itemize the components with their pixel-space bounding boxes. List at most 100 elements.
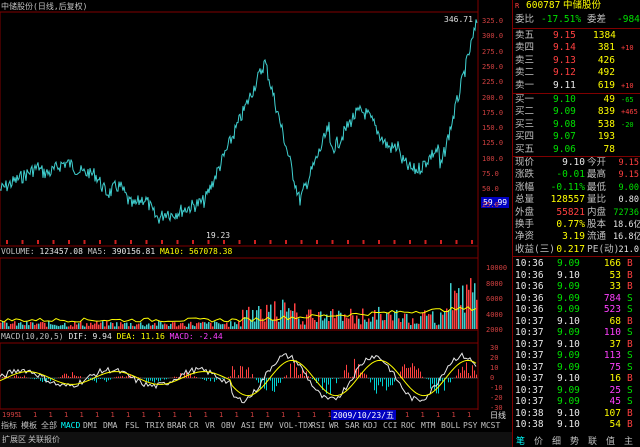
- bid-price: 9.07: [553, 131, 576, 143]
- volume-bar: [50, 324, 52, 329]
- macd-bar: [338, 378, 339, 379]
- tab-模板[interactable]: 模板: [21, 421, 37, 430]
- ask-label: 卖一: [515, 79, 535, 91]
- tick-side: S: [627, 327, 633, 338]
- volume-bar: [134, 326, 136, 329]
- volume-bar: [386, 313, 388, 329]
- panel-tab[interactable]: 联: [588, 437, 598, 447]
- chart-area[interactable]: 中储股份(日线,后复权) 346.71 19.23 59.99 VOLUME: …: [0, 0, 512, 447]
- panel-tab[interactable]: 笔: [516, 437, 526, 447]
- tick-price: 9.09: [557, 350, 580, 361]
- tab-wr[interactable]: WR: [329, 421, 339, 430]
- tick-time: 10:36: [515, 304, 544, 315]
- volume-bar: [372, 316, 374, 329]
- price-tick: 250.0: [482, 62, 504, 71]
- tick-time: 10:38: [515, 407, 544, 419]
- tick-row: 10:36 9.09 33 B: [513, 281, 640, 292]
- volume-bar: [280, 310, 282, 329]
- bid-label: 买四: [515, 131, 535, 143]
- tab-vr[interactable]: VR: [205, 421, 215, 430]
- macd-bar: [290, 363, 291, 378]
- dif-value: 9.94: [92, 332, 112, 341]
- tick-row: 10:37 9.10 37 B: [513, 339, 640, 350]
- tab-roc[interactable]: ROC: [401, 421, 416, 430]
- macd-bar: [318, 378, 319, 382]
- volume-bar: [420, 316, 422, 329]
- volume-bar: [18, 322, 20, 329]
- period-label[interactable]: 日线: [490, 411, 506, 420]
- volume-bar: [332, 309, 334, 329]
- macd-bar: [308, 376, 309, 378]
- date-marker: [207, 240, 210, 244]
- panel-tab[interactable]: 细: [552, 437, 562, 447]
- macd-bar: [344, 370, 345, 378]
- panel-tab[interactable]: 价: [534, 437, 544, 447]
- tab-rsi[interactable]: RSI: [311, 421, 326, 430]
- tab-boll[interactable]: BOLL: [441, 421, 461, 430]
- tab-mtm[interactable]: MTM: [421, 421, 436, 430]
- divider: [513, 256, 640, 257]
- volume-bar: [376, 319, 378, 329]
- tab-macd[interactable]: MACD: [61, 421, 81, 430]
- chart-title: 中储股份(日线,后复权): [1, 2, 88, 11]
- volume-bar: [260, 309, 262, 329]
- tab-emv[interactable]: EMV: [259, 421, 274, 430]
- macd-bar: [20, 376, 21, 378]
- macd-bar: [230, 376, 231, 378]
- tab-vol-tdx[interactable]: VOL-TDX: [279, 421, 313, 430]
- price-low-label: 19.23: [206, 231, 231, 240]
- tab-全部[interactable]: 全部: [41, 421, 57, 430]
- panel-tab[interactable]: 势: [570, 437, 580, 447]
- macd-bar: [204, 378, 205, 380]
- tab-fsl[interactable]: FSL: [125, 421, 140, 430]
- tab-cr[interactable]: CR: [189, 421, 199, 430]
- kline-chart[interactable]: [0, 0, 512, 420]
- tab-asi[interactable]: ASI: [241, 421, 256, 430]
- volume-bar: [102, 321, 104, 329]
- volume-bar: [184, 325, 186, 329]
- volume-bar: [230, 321, 232, 329]
- volume-bar: [378, 306, 380, 329]
- tab-psy[interactable]: PSY: [463, 421, 478, 430]
- tab-cci[interactable]: CCI: [383, 421, 398, 430]
- tick-volume: 45: [609, 396, 621, 407]
- volume-bar: [312, 317, 314, 329]
- bottom-bar: 扩展区 关联报价: [0, 432, 512, 447]
- volume-bar: [320, 311, 322, 329]
- stat-value: 21.0: [618, 244, 639, 255]
- tab-mcst[interactable]: MCST: [481, 421, 501, 430]
- price-tick: 275.0: [482, 47, 504, 56]
- tab-trix[interactable]: TRIX: [145, 421, 165, 430]
- panel-tab[interactable]: 值: [606, 437, 616, 447]
- macd-bar: [428, 378, 429, 380]
- tab-kdj[interactable]: KDJ: [363, 421, 378, 430]
- volume-bar: [4, 321, 6, 329]
- tab-obv[interactable]: OBV: [221, 421, 236, 430]
- extension-area-button[interactable]: 扩展区: [2, 435, 26, 444]
- panel-tab[interactable]: 主: [624, 437, 634, 447]
- volume-bar: [194, 326, 196, 329]
- volume-bar: [290, 310, 292, 329]
- date-tick: 1: [234, 411, 239, 419]
- tab-dma[interactable]: DMA: [103, 421, 118, 430]
- stat-label: 收益(三): [515, 243, 555, 255]
- tab-dmi[interactable]: DMI: [83, 421, 98, 430]
- bid-row: 买二 9.09 839 +465: [513, 106, 640, 118]
- macd-bar: [354, 358, 355, 378]
- tick-volume: 54: [609, 419, 621, 430]
- tab-指标[interactable]: 指标: [1, 421, 17, 430]
- volume-bar: [410, 325, 412, 329]
- stat-label: 今开: [587, 157, 607, 168]
- volume-bar: [296, 312, 298, 329]
- related-quotes-button[interactable]: 关联报价: [28, 435, 60, 444]
- volume-bar: [234, 322, 236, 329]
- volume-bar: [418, 323, 420, 329]
- tick-price: 9.10: [557, 419, 580, 430]
- macd-bar: [452, 378, 453, 379]
- tab-brar[interactable]: BRAR: [167, 421, 187, 430]
- volume-bar: [414, 323, 416, 329]
- macd-bar: [138, 377, 139, 378]
- macd-bar: [466, 362, 467, 378]
- tab-sar[interactable]: SAR: [345, 421, 360, 430]
- volume-bar: [256, 310, 258, 329]
